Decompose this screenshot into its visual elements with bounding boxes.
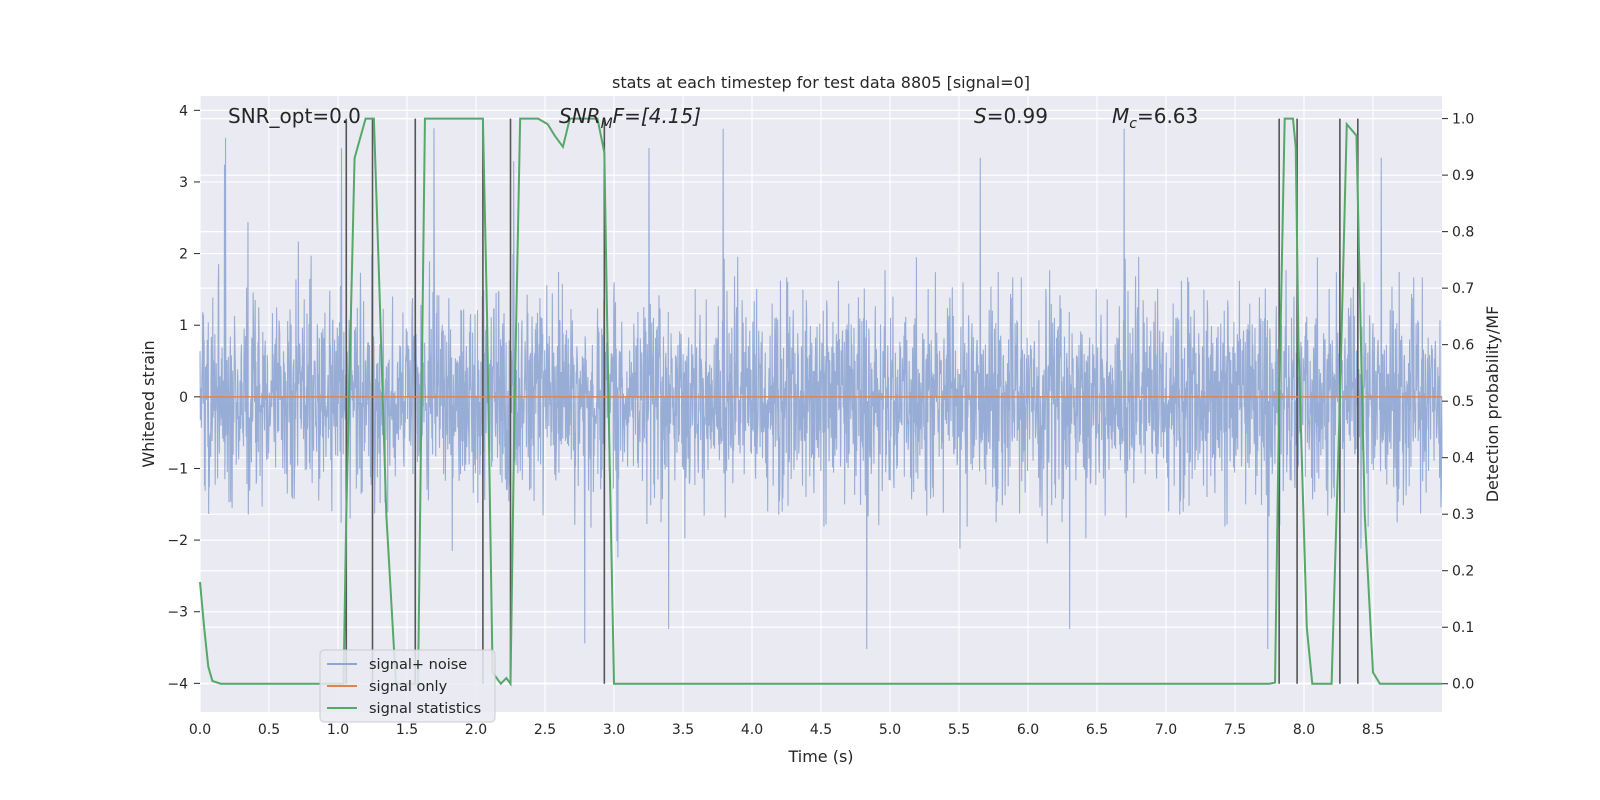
x-axis-label: Time (s) [787, 747, 853, 766]
x-tick-label: 4.0 [741, 722, 763, 738]
statistics-line [199, 117, 1442, 687]
y-tick-label-left: 4 [179, 103, 188, 119]
y-tick-label-left: 1 [179, 318, 188, 334]
y-tick-label-left: 3 [179, 175, 188, 191]
legend-label-signal: signal only [369, 679, 448, 695]
y-tick-label-right: 1.0 [1452, 112, 1474, 128]
x-tick-label: 8.5 [1362, 722, 1384, 738]
y-tick-label-left: −3 [167, 605, 188, 621]
annotation-mc: Mc=6.63 [1112, 104, 1198, 132]
annotation-snr-opt: SNR_opt=0.0 [228, 104, 361, 128]
x-tick-label: 8.0 [1293, 722, 1315, 738]
x-tick-label: 4.5 [810, 722, 832, 738]
y-tick-label-right: 0.2 [1452, 564, 1474, 580]
x-tick-label: 3.0 [603, 722, 625, 738]
y-ticks-right: 1.0 0.9 0.8 0.7 0.6 0.5 0.4 0.3 0.2 0.1 0.0 [1442, 112, 1474, 693]
x-tick-label: 0.5 [258, 722, 280, 738]
x-tick-label: 3.5 [672, 722, 694, 738]
x-tick-label: 2.5 [534, 722, 556, 738]
y-tick-label-left: 0 [179, 390, 188, 406]
y-tick-label-left: −4 [167, 676, 188, 692]
y-tick-label-left: −1 [167, 461, 188, 477]
chart-title: stats at each timestep for test data 880… [612, 73, 1030, 92]
x-tick-label: 6.0 [1017, 722, 1039, 738]
y-tick-label-right: 0.6 [1452, 338, 1474, 354]
noise-series [199, 128, 1443, 649]
x-tick-label: 1.0 [327, 722, 349, 738]
legend: signal+ noise signal only signal statist… [319, 649, 496, 723]
legend-label-noise: signal+ noise [369, 657, 467, 673]
x-tick-label: 0.0 [189, 722, 211, 738]
y-ticks-left: 4 3 2 1 0 −1 −2 −3 −4 [167, 103, 200, 692]
x-tick-label: 7.0 [1155, 722, 1177, 738]
y-tick-label-left: −2 [167, 533, 188, 549]
x-tick-label: 7.5 [1224, 722, 1246, 738]
y-tick-label-right: 0.7 [1452, 281, 1474, 297]
x-tick-label: 5.0 [879, 722, 901, 738]
y-axis-label-right: Detection probability/MF [1483, 306, 1502, 503]
y-tick-label-right: 0.4 [1452, 451, 1474, 467]
x-tick-label: 1.5 [396, 722, 418, 738]
annotation-s: S=0.99 [974, 104, 1048, 128]
x-tick-label: 2.0 [465, 722, 487, 738]
annotation-snr-mf: SNRMF=[4.15] [559, 104, 701, 132]
x-tick-label: 6.5 [1086, 722, 1108, 738]
x-ticks: 0.0 0.5 1.0 1.5 2.0 2.5 3.0 3.5 4.0 4.5 5.0 5.5 6.0 6… [189, 722, 1384, 738]
y-tick-label-right: 0.5 [1452, 394, 1474, 410]
y-tick-label-right: 0.1 [1452, 620, 1474, 636]
noise-line [199, 128, 1443, 649]
legend-label-stats: signal statistics [369, 701, 481, 717]
y-tick-label-right: 0.0 [1452, 677, 1474, 693]
y-axis-label-left: Whitened strain [139, 340, 158, 467]
x-tick-label: 5.5 [948, 722, 970, 738]
y-tick-label-right: 0.9 [1452, 168, 1474, 184]
statistics-series [199, 117, 1442, 687]
legend-box [319, 649, 496, 723]
y-tick-label-right: 0.3 [1452, 507, 1474, 523]
y-tick-label-right: 0.8 [1452, 225, 1474, 241]
y-tick-label-left: 2 [179, 247, 188, 263]
